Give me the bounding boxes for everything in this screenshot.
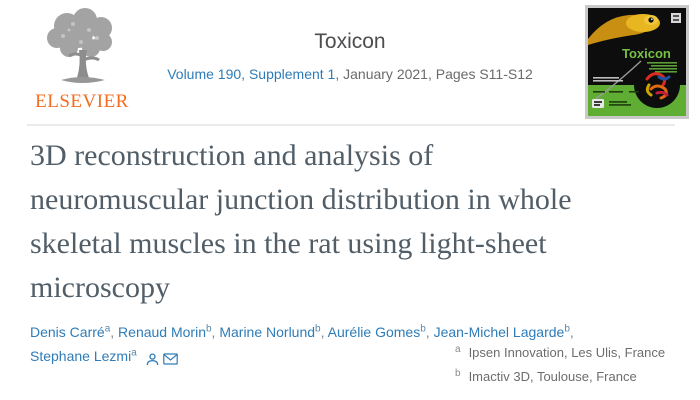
affiliation-sup: a — [455, 343, 461, 355]
author-affil-sup: b — [564, 323, 570, 335]
author-affil-sup: a — [104, 323, 111, 335]
person-icon[interactable] — [146, 353, 159, 366]
article-title: 3D reconstruction and analysis of neurom… — [30, 139, 572, 304]
author-link[interactable]: Renaud Morin — [118, 324, 206, 340]
corresponding-author-icons — [142, 346, 178, 370]
author-affil-sup: b — [205, 323, 212, 335]
citation-line: Volume 190, Supplement 1, January 2021, … — [150, 66, 550, 82]
journal-header: Toxicon Volume 190, Supplement 1, Januar… — [150, 30, 550, 82]
elsevier-wordmark: ELSEVIER — [35, 91, 129, 112]
envelope-icon[interactable] — [162, 353, 178, 365]
author-link[interactable]: Denis Carré — [30, 324, 105, 340]
author-entry: Jean-Michel Lagardeb, — [434, 324, 574, 340]
author-entry: Renaud Morinb, — [118, 324, 219, 340]
header-divider — [27, 124, 675, 126]
affiliation-item: a Ipsen Innovation, Les Ulis, France — [455, 341, 665, 365]
volume-issue-link[interactable]: Volume 190, Supplement 1 — [167, 66, 336, 82]
author-link[interactable]: Aurélie Gomes — [327, 324, 421, 340]
affiliation-list: a Ipsen Innovation, Les Ulis, France b Ima… — [455, 341, 665, 389]
author-affil-sup: a — [131, 347, 137, 359]
affiliation-sup: b — [455, 367, 461, 379]
citation-suffix: , January 2021, Pages S11-S12 — [335, 66, 533, 82]
author-list: Denis Carréa, Renaud Morinb, Marine Norl… — [30, 320, 690, 370]
author-entry: Denis Carréa, — [30, 324, 118, 340]
elsevier-tree-icon — [47, 8, 112, 83]
author-entry: Marine Norlundb, — [219, 324, 327, 340]
cover-journal-title: Toxicon — [622, 46, 671, 61]
author-separator: , — [211, 324, 220, 340]
author-entry: Aurélie Gomesb, — [328, 324, 434, 340]
author-separator: , — [569, 324, 574, 340]
affiliation-text: Imactiv 3D, Toulouse, France — [468, 369, 637, 384]
author-separator: , — [425, 324, 434, 340]
author-link[interactable]: Jean-Michel Lagarde — [433, 324, 565, 340]
author-affil-sup: b — [420, 323, 426, 335]
affiliation-item: b Imactiv 3D, Toulouse, France — [455, 365, 665, 389]
author-entry: Stephane Lezmia — [30, 348, 137, 364]
affiliation-text: Ipsen Innovation, Les Ulis, France — [468, 345, 666, 360]
author-separator: , — [110, 324, 119, 340]
elsevier-logo[interactable]: ELSEVIER — [26, 6, 138, 113]
journal-cover-thumbnail[interactable]: Toxicon — [585, 5, 689, 119]
author-link[interactable]: Stephane Lezmi — [30, 348, 132, 364]
journal-name-link[interactable]: Toxicon — [314, 30, 386, 53]
author-separator: , — [320, 324, 328, 340]
author-link[interactable]: Marine Norlund — [219, 324, 316, 340]
author-affil-sup: b — [315, 323, 321, 335]
